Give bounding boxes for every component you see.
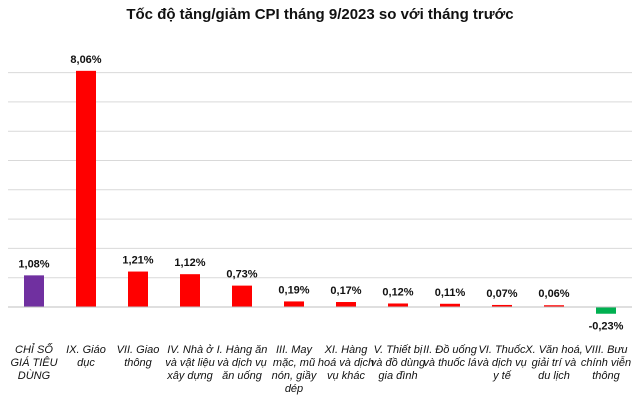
data-label: 0,73% bbox=[226, 269, 257, 281]
x-tick-label: IX. Giáo dục bbox=[66, 344, 106, 369]
x-tick-label: I. Hàng ăn và dịch vụ ăn uống bbox=[216, 344, 268, 382]
data-label: 1,21% bbox=[122, 255, 153, 267]
data-label: 1,08% bbox=[18, 258, 49, 270]
data-label: 8,06% bbox=[70, 54, 101, 66]
x-tick-label: III. May mặc, mũ nón, giầy dép bbox=[271, 344, 317, 395]
x-tick-label: VI. Thuốc và dịch vụ y tế bbox=[477, 344, 527, 382]
bar bbox=[232, 285, 252, 307]
bar bbox=[388, 303, 408, 307]
x-tick-label: II. Đồ uống và thuốc lá bbox=[423, 344, 477, 369]
bar bbox=[284, 301, 304, 307]
bar bbox=[336, 302, 356, 307]
bar bbox=[128, 271, 148, 307]
data-label: 0,06% bbox=[538, 288, 569, 300]
bar bbox=[544, 305, 564, 307]
data-label: 0,11% bbox=[435, 287, 466, 299]
data-label: 1,12% bbox=[174, 257, 205, 269]
x-tick-label: VIII. Bưu chính viễn thông bbox=[580, 344, 632, 382]
chart-title: Tốc độ tăng/giảm CPI tháng 9/2023 so với… bbox=[126, 6, 514, 23]
x-tick-label: VII. Giao thông bbox=[116, 344, 160, 369]
data-label: 0,19% bbox=[278, 284, 309, 296]
bar bbox=[24, 275, 44, 307]
data-label: 0,12% bbox=[382, 286, 413, 298]
x-tick-label: IV. Nhà ở và vật liệu xây dựng bbox=[165, 344, 215, 382]
bar bbox=[492, 304, 512, 307]
bar bbox=[440, 303, 460, 307]
data-label: 0,17% bbox=[330, 285, 361, 297]
data-label: 0,07% bbox=[486, 288, 517, 300]
bar bbox=[180, 274, 200, 307]
x-tick-label: CHỈ SỐ GIÁ TIÊU DÙNG bbox=[10, 344, 58, 382]
x-tick-label: X. Văn hoá, giải trí và du lịch bbox=[525, 344, 583, 382]
x-tick-label: XI. Hàng hoá và dịch vụ khác bbox=[317, 344, 375, 382]
data-label: -0,23% bbox=[589, 321, 624, 333]
bar bbox=[596, 307, 616, 314]
bar bbox=[76, 70, 96, 307]
x-tick-label: V. Thiết bị và đồ dùng gia đình bbox=[370, 344, 426, 382]
